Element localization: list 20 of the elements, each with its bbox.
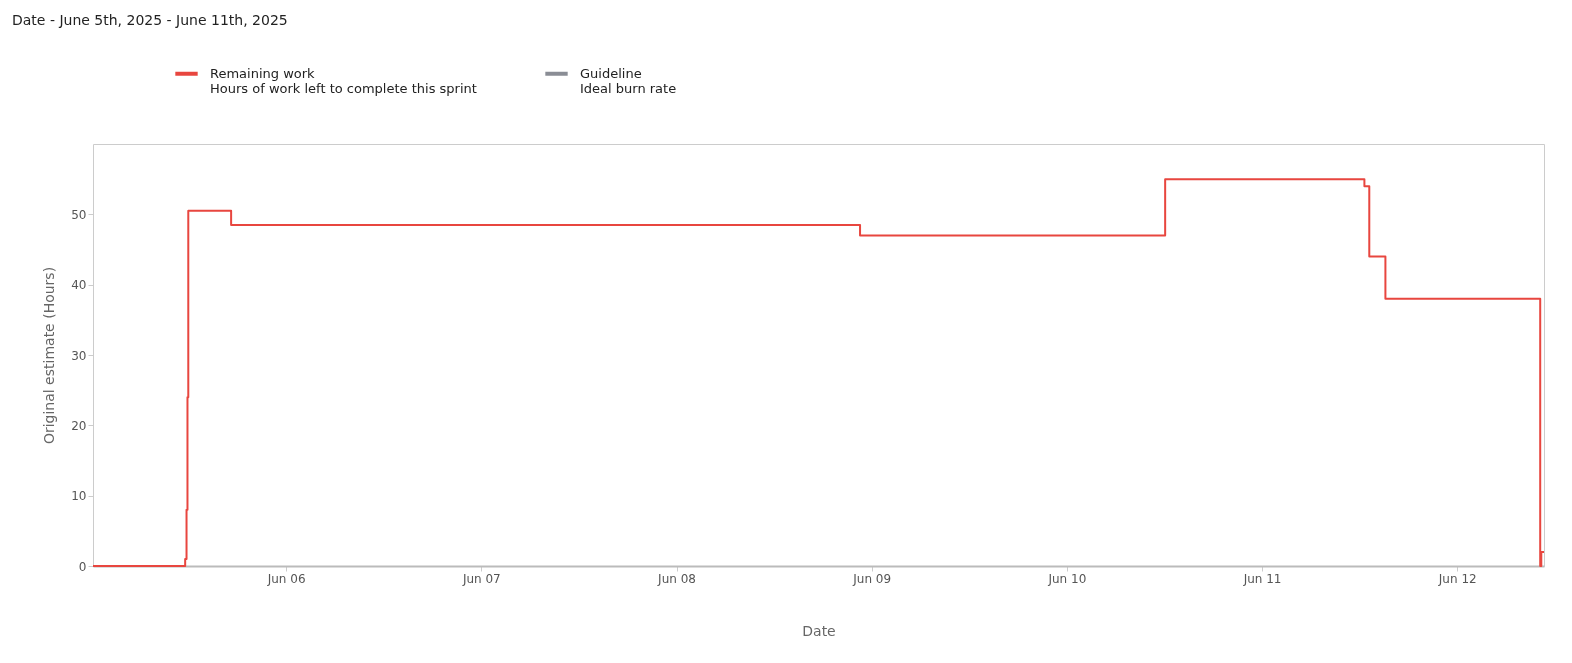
y-tick-label: 0 (78, 559, 87, 574)
x-tick-label: Jun 10 (1047, 571, 1087, 586)
x-axis-title: Date (802, 622, 836, 639)
x-tick-label: Jun 11 (1242, 571, 1282, 586)
x-tick-label: Jun 06 (266, 571, 306, 586)
text: Ideal burn rate (580, 80, 677, 96)
y-tick-label: 40 (71, 278, 87, 293)
text: Hours of work left to complete this sprint (210, 80, 477, 96)
x-tick-label: Jun 08 (657, 571, 696, 586)
y-tick-label: 30 (71, 348, 87, 363)
legend-label: Remaining work (210, 65, 316, 81)
y-tick-label: 10 (71, 489, 87, 504)
chart-title: Date - June 5th, 2025 - June 11th, 2025 (12, 12, 288, 28)
x-tick-label: Jun 09 (852, 571, 892, 586)
x-tick-label: Jun 07 (461, 571, 501, 586)
y-tick-label: 20 (71, 418, 87, 433)
y-tick-label: 50 (71, 207, 87, 222)
legend-label: Guideline (580, 65, 642, 81)
y-axis-title: Original estimate (Hours) (41, 266, 58, 445)
x-tick-label: Jun 12 (1437, 571, 1477, 586)
